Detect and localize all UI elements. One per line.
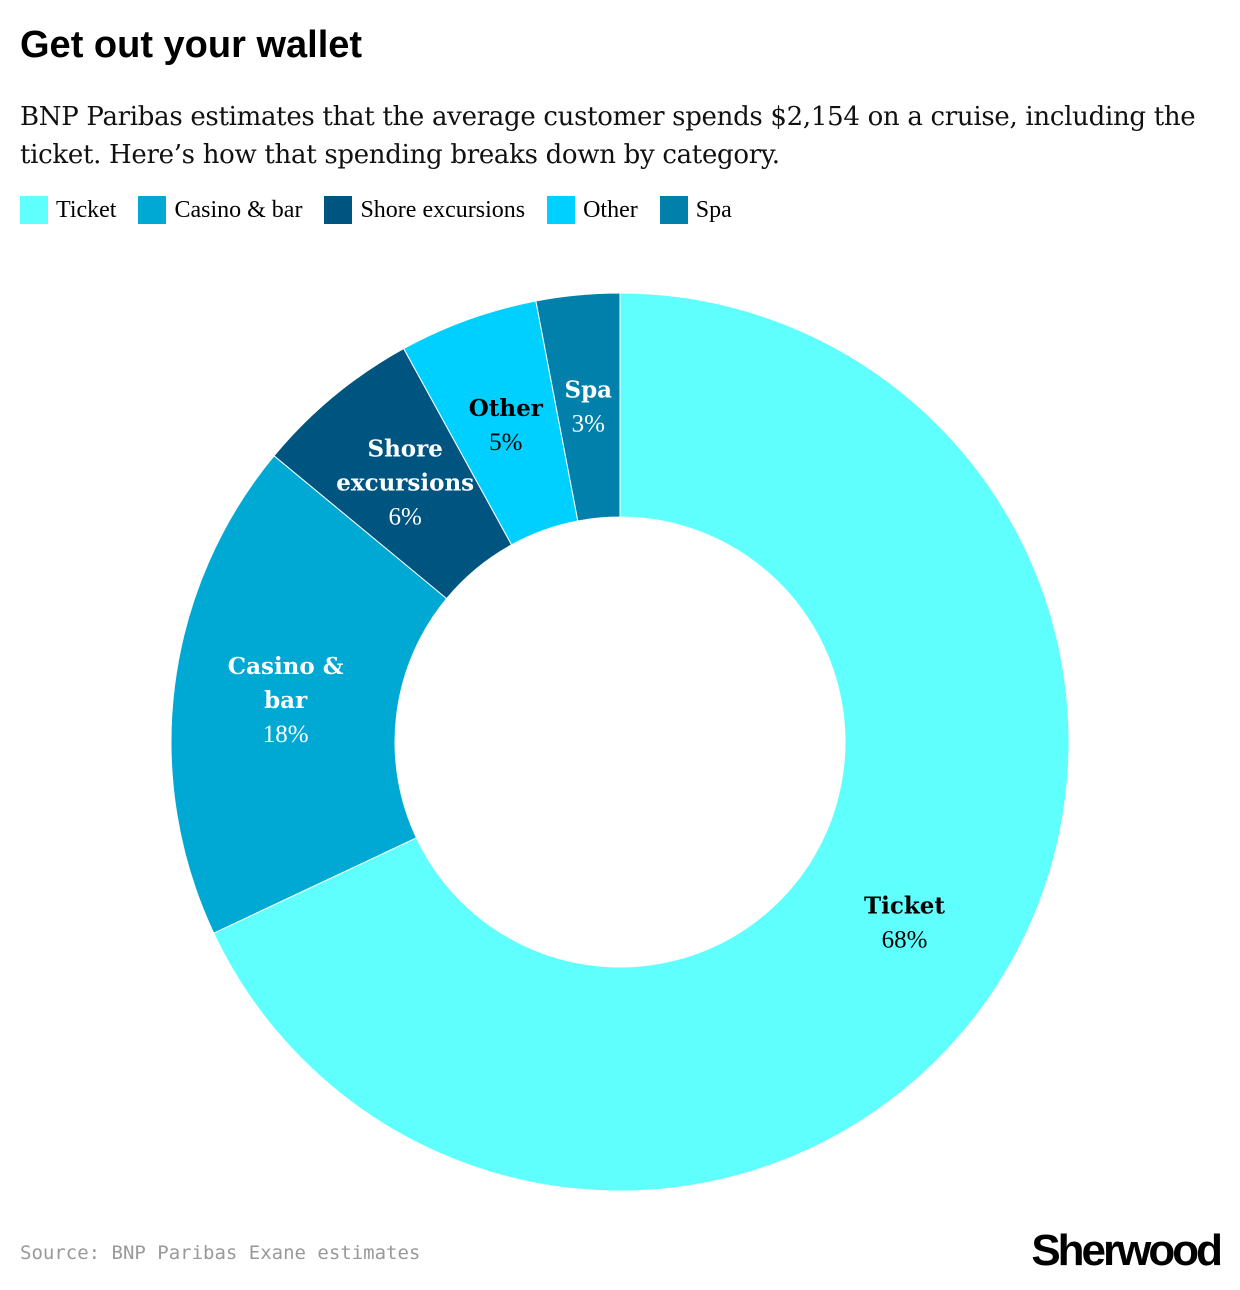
legend-swatch xyxy=(324,196,353,224)
slice-label-name: Casino & xyxy=(228,653,344,680)
slice-value-label: 68% xyxy=(882,927,928,954)
slice-label-name: Ticket xyxy=(864,893,945,920)
sherwood-logo: Sherwood xyxy=(1031,1226,1223,1275)
slice-label-name: excursions xyxy=(336,469,474,496)
chart-subtitle: BNP Paribas estimates that the average c… xyxy=(20,102,1196,170)
slice-value-label: 6% xyxy=(389,503,422,530)
legend: Ticket Casino & bar Shore excursions Other S… xyxy=(20,196,732,224)
slice-label-name: Other xyxy=(469,395,544,422)
slice-label-ticket: Ticket 68% xyxy=(864,893,945,954)
legend-item-other: Other xyxy=(547,196,638,224)
legend-item-ticket: Ticket xyxy=(20,196,116,224)
legend-swatch xyxy=(659,196,688,224)
slice-label-shore-excursions: Shore excursions 6% xyxy=(336,435,474,530)
legend-item-casino-bar: Casino & bar xyxy=(138,196,302,224)
slice-value-label: 18% xyxy=(263,721,309,748)
legend-item-shore-excursions: Shore excursions xyxy=(324,196,525,224)
slice-value-label: 5% xyxy=(489,429,522,456)
source-note: Source: BNP Paribas Exane estimates xyxy=(20,1242,421,1264)
slice-label-name: Shore xyxy=(367,435,442,462)
legend-swatch xyxy=(138,196,167,224)
legend-swatch xyxy=(20,196,48,224)
slice-label-casino-bar: Casino & bar 18% xyxy=(228,653,344,748)
legend-label: Spa xyxy=(695,196,732,223)
slice-ticket xyxy=(213,292,1070,1192)
slice-casino-bar xyxy=(170,455,448,934)
slice-label-name: bar xyxy=(264,687,308,714)
legend-label: Other xyxy=(583,196,638,223)
slice-value-label: 3% xyxy=(572,410,605,437)
slice-label-spa: Spa 3% xyxy=(564,376,612,437)
slice-label-name: Spa xyxy=(564,376,612,403)
slice-label-other: Other 5% xyxy=(469,395,544,456)
chart-title: Get out your wallet xyxy=(20,24,363,66)
legend-label: Casino & bar xyxy=(174,196,303,223)
slice-spa xyxy=(535,292,621,522)
legend-label: Shore excursions xyxy=(360,196,526,223)
legend-item-spa: Spa xyxy=(659,196,732,224)
legend-swatch xyxy=(547,196,576,224)
legend-label: Ticket xyxy=(56,196,117,223)
